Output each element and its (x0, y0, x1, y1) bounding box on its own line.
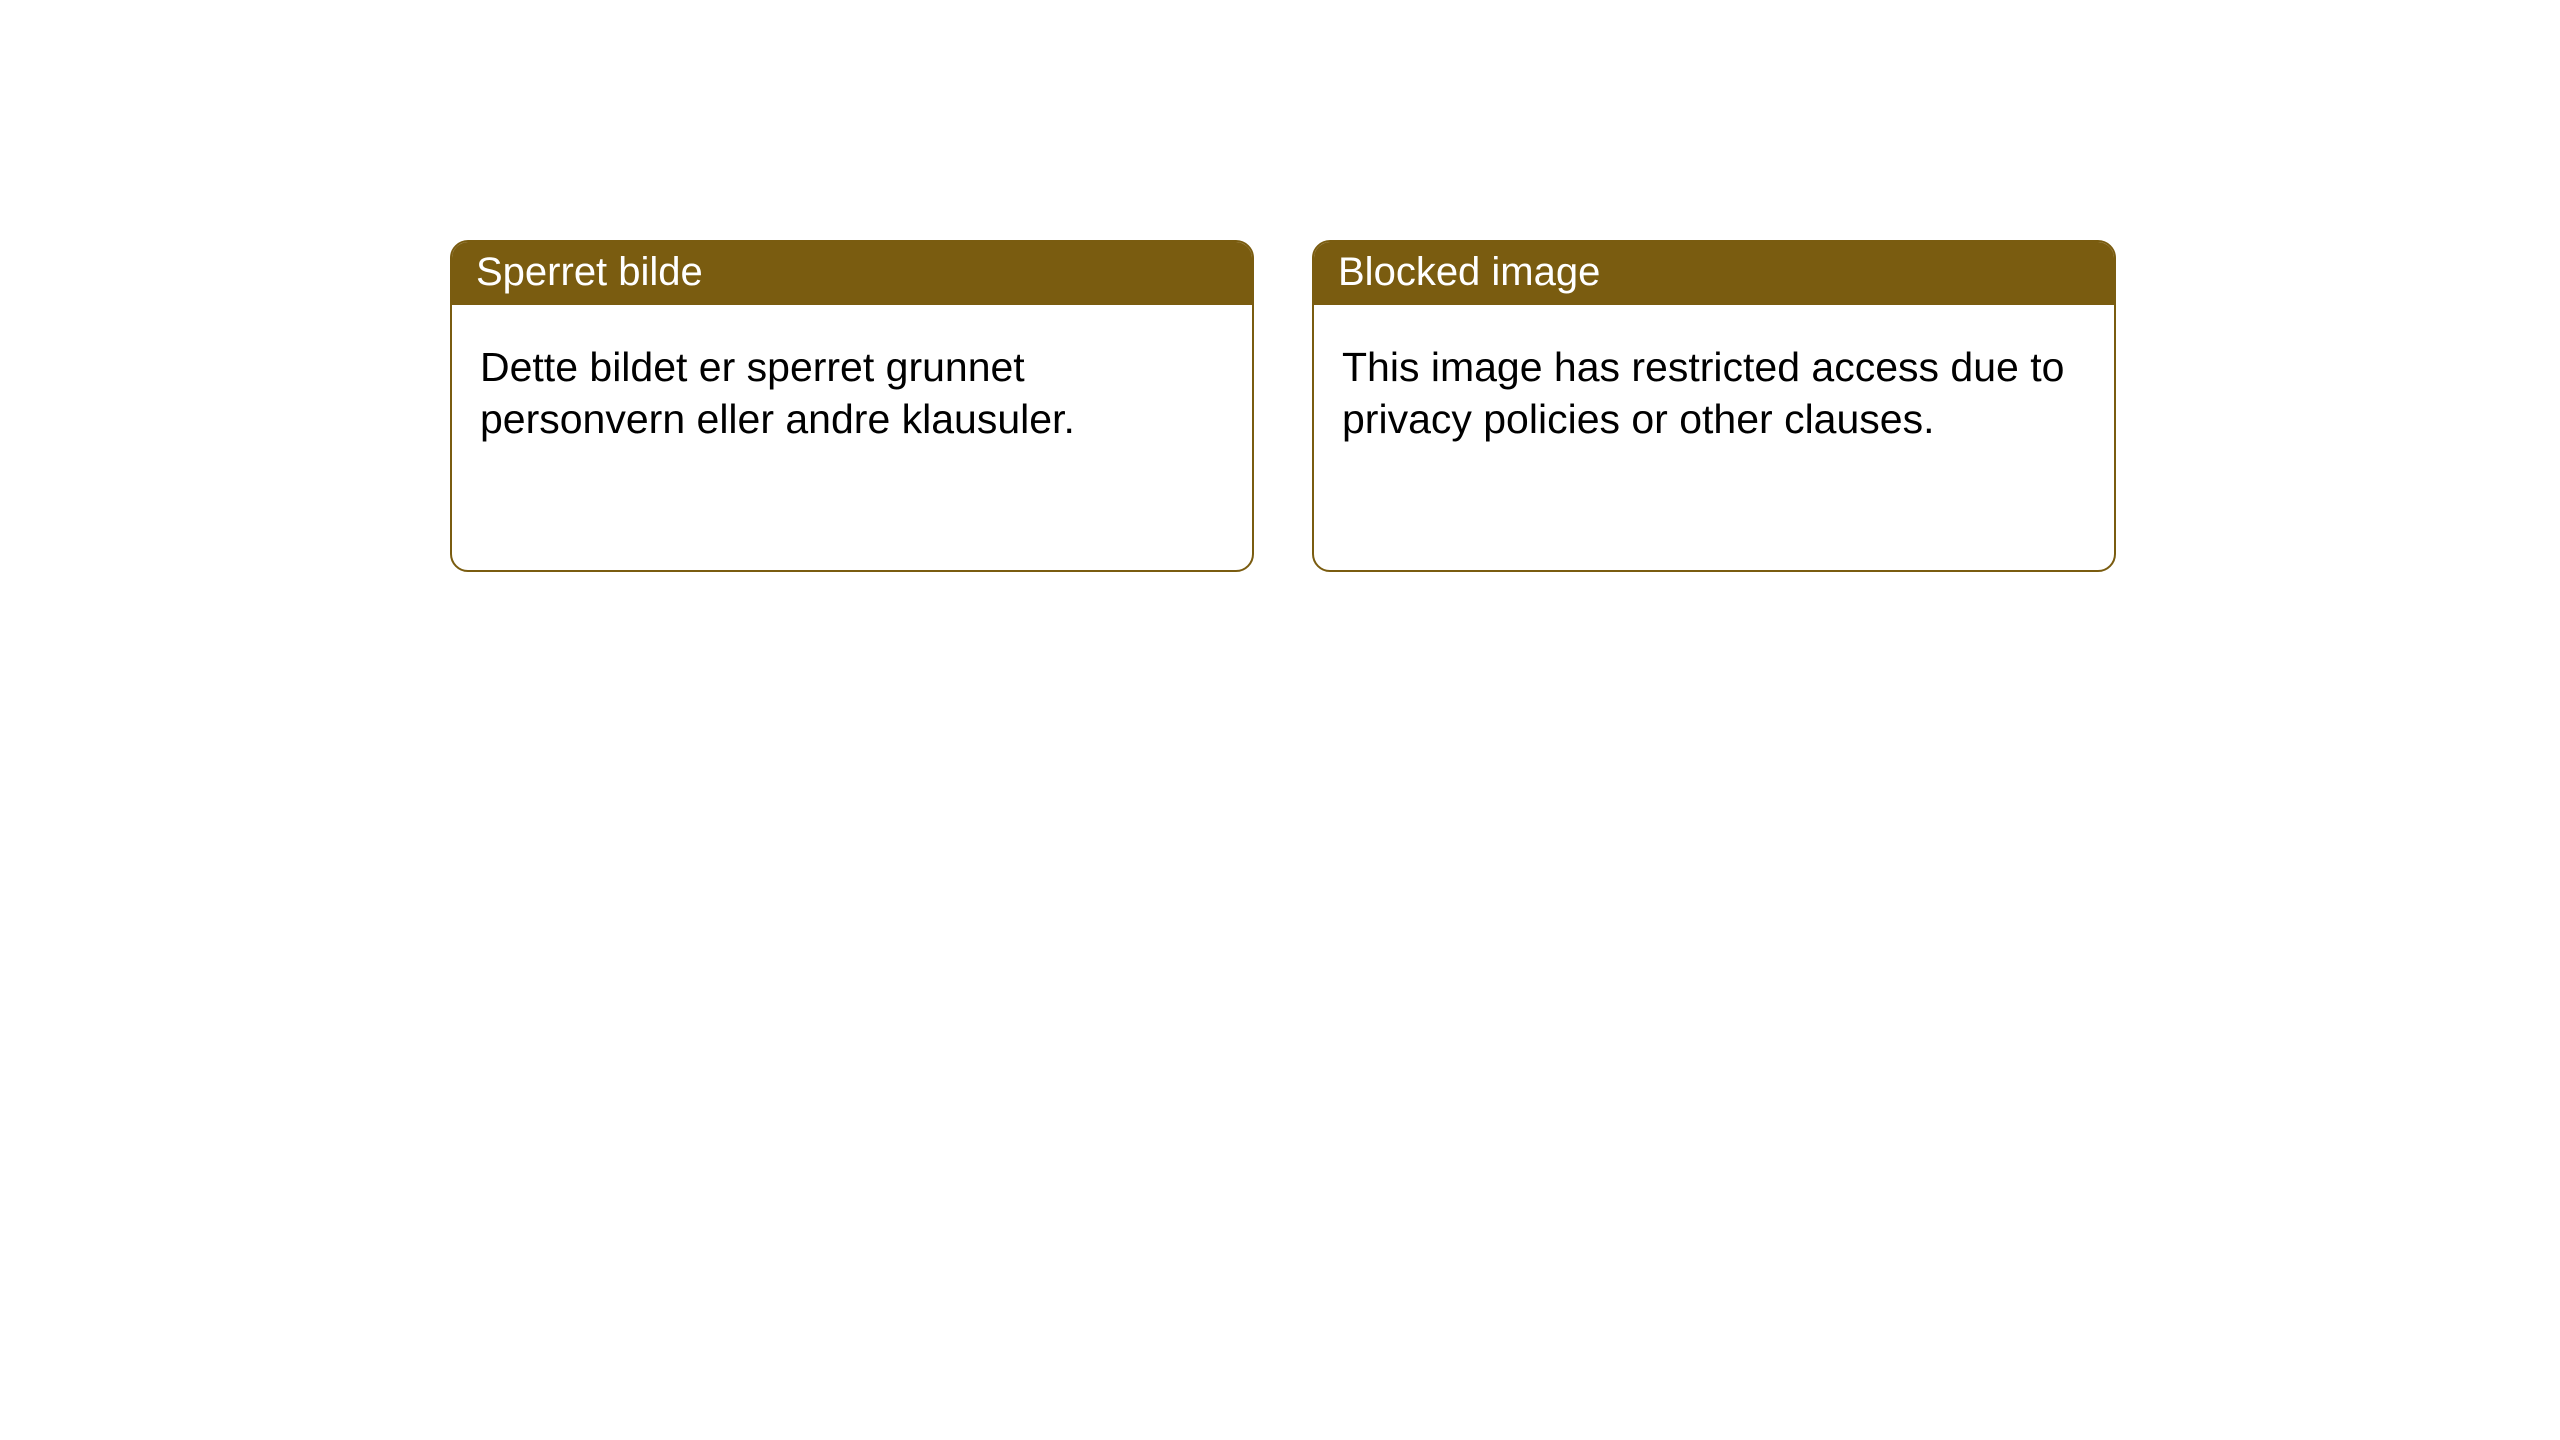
notice-card-body-en: This image has restricted access due to … (1314, 305, 2114, 482)
notice-card-body-no: Dette bildet er sperret grunnet personve… (452, 305, 1252, 482)
notice-card-no: Sperret bilde Dette bildet er sperret gr… (450, 240, 1254, 572)
notice-card-header-no: Sperret bilde (452, 242, 1252, 305)
notice-card-header-en: Blocked image (1314, 242, 2114, 305)
notice-container: Sperret bilde Dette bildet er sperret gr… (0, 0, 2560, 572)
notice-card-en: Blocked image This image has restricted … (1312, 240, 2116, 572)
